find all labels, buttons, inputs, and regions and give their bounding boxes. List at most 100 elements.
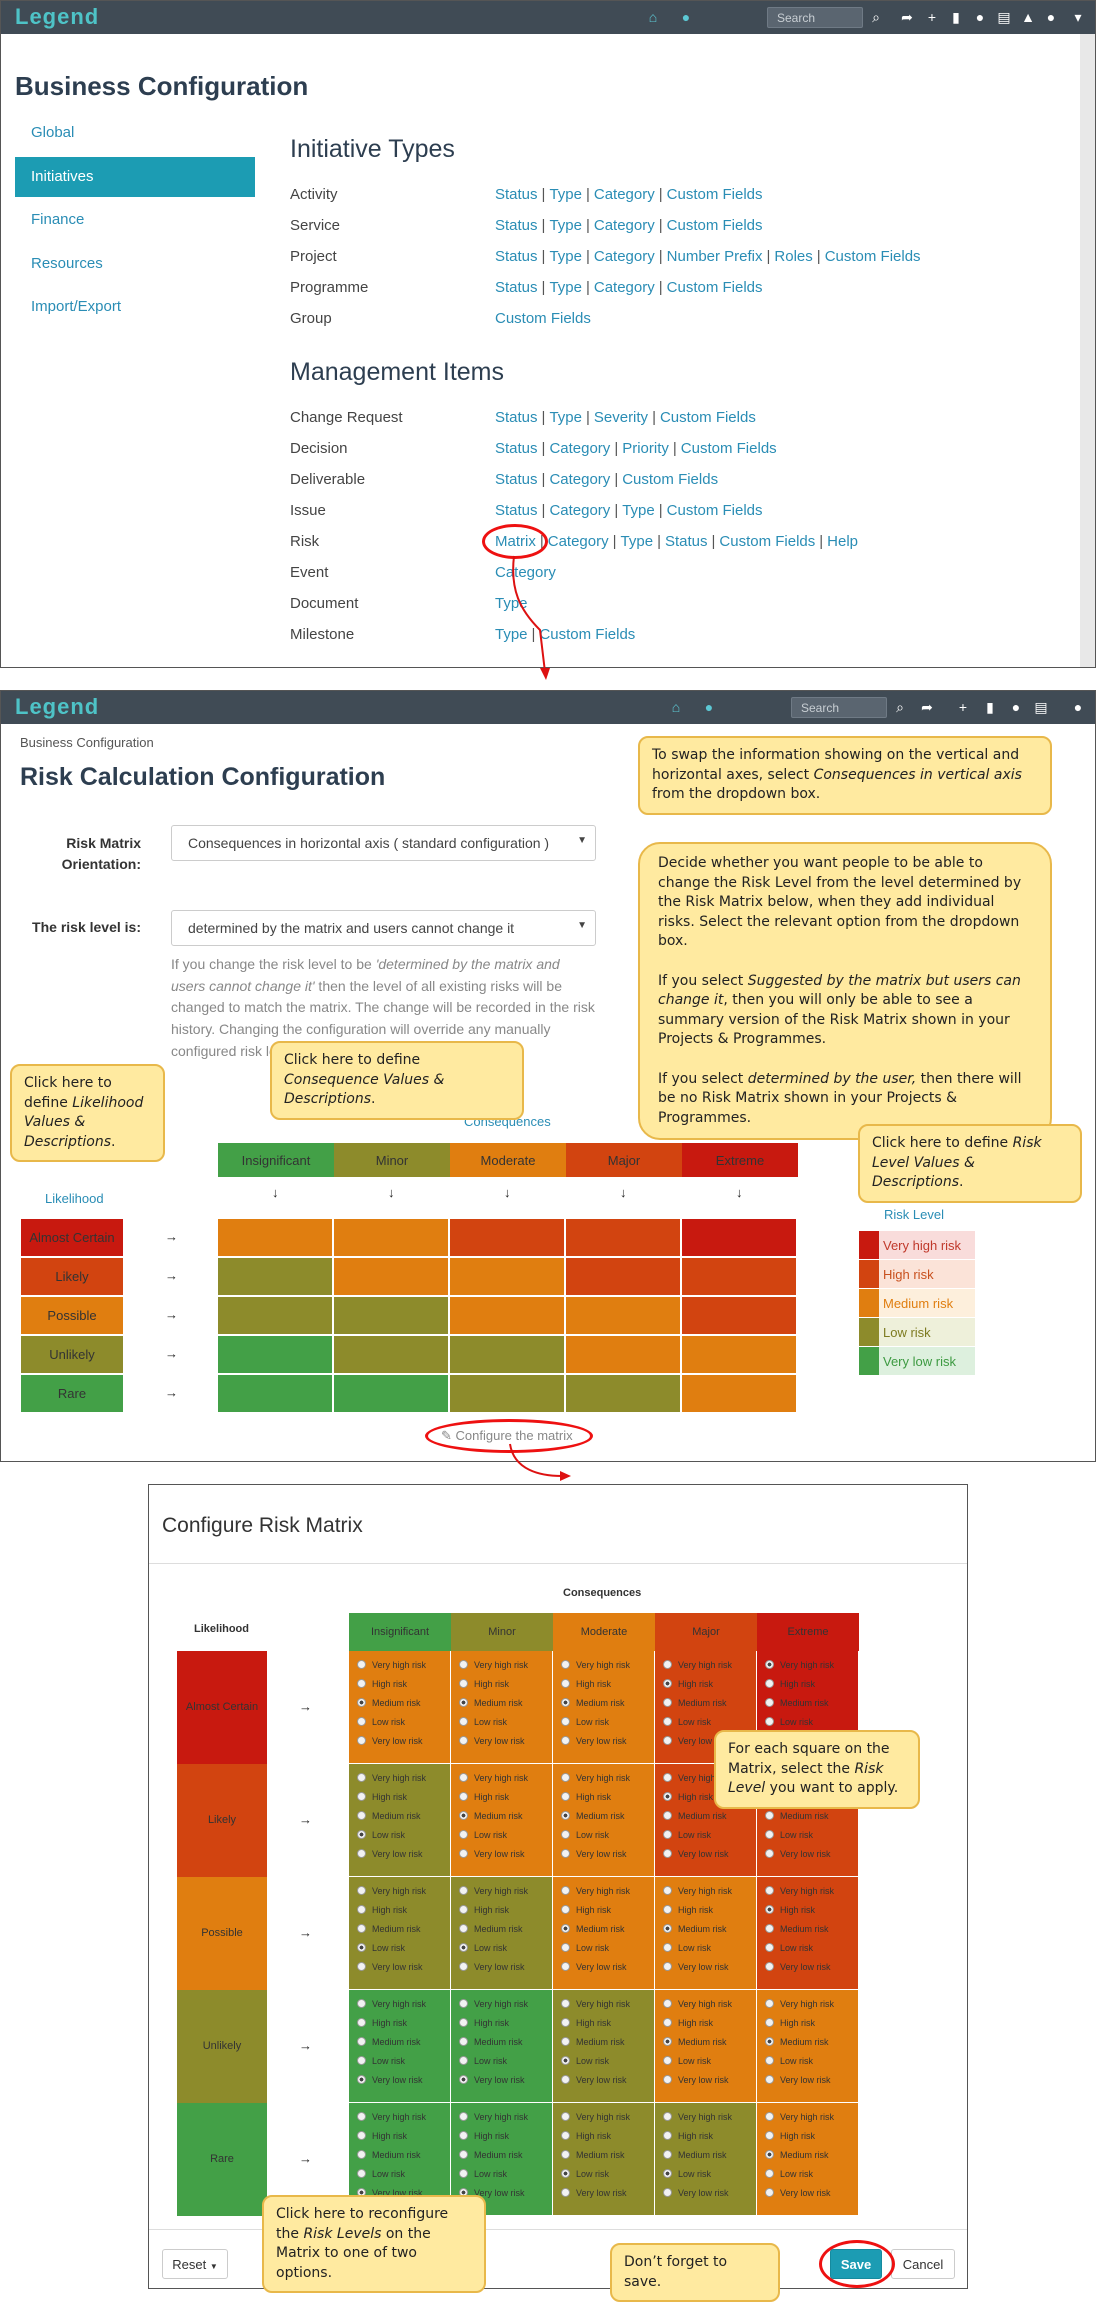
config-link[interactable]: Custom Fields: [622, 471, 719, 488]
radio-button[interactable]: [357, 1660, 366, 1669]
config-link[interactable]: Type: [549, 279, 582, 296]
risk-option-radio[interactable]: Very high risk: [757, 1655, 858, 1674]
chat-icon[interactable]: ●: [975, 9, 985, 25]
risk-option-radio[interactable]: Very low risk: [451, 1731, 552, 1750]
search-input[interactable]: Search: [767, 7, 863, 28]
risk-option-radio[interactable]: Very low risk: [451, 1844, 552, 1863]
radio-button[interactable]: [459, 1811, 468, 1820]
risk-option-radio[interactable]: Low risk: [451, 2051, 552, 2070]
radio-button[interactable]: [561, 1660, 570, 1669]
radio-button[interactable]: [663, 2075, 672, 2084]
risk-option-radio[interactable]: Very high risk: [349, 1655, 450, 1674]
risk-option-radio[interactable]: High risk: [757, 2013, 858, 2032]
radio-button[interactable]: [561, 1924, 570, 1933]
share-icon[interactable]: ➦: [921, 699, 933, 715]
consequence-header[interactable]: Minor: [334, 1143, 450, 1177]
risk-option-radio[interactable]: Very low risk: [553, 2070, 654, 2089]
risk-option-radio[interactable]: Very high risk: [757, 1881, 858, 1900]
radio-button[interactable]: [459, 1660, 468, 1669]
radio-button[interactable]: [561, 2037, 570, 2046]
config-link[interactable]: Type: [620, 533, 654, 550]
risk-option-radio[interactable]: Very high risk: [553, 1994, 654, 2013]
radio-button[interactable]: [765, 2037, 774, 2046]
config-link[interactable]: Status: [664, 533, 708, 550]
legend-logo[interactable]: Legend: [15, 694, 100, 719]
risk-option-radio[interactable]: Very low risk: [757, 2070, 858, 2089]
radio-button[interactable]: [663, 1717, 672, 1726]
radio-button[interactable]: [765, 2150, 774, 2159]
risk-option-radio[interactable]: Medium risk: [655, 1806, 756, 1825]
risk-option-radio[interactable]: High risk: [655, 1674, 756, 1693]
globe-icon[interactable]: ●: [704, 699, 714, 715]
radio-button[interactable]: [357, 1830, 366, 1839]
config-link[interactable]: Custom Fields: [719, 533, 816, 550]
radio-button[interactable]: [765, 1999, 774, 2008]
risk-option-radio[interactable]: High risk: [553, 2013, 654, 2032]
risk-level-item[interactable]: Very high risk: [859, 1231, 975, 1259]
sidebar-item-initiatives[interactable]: Initiatives: [15, 156, 255, 197]
risk-option-radio[interactable]: Very low risk: [553, 2183, 654, 2202]
risk-option-radio[interactable]: Very low risk: [757, 1844, 858, 1863]
risk-option-radio[interactable]: High risk: [451, 2126, 552, 2145]
risk-option-radio[interactable]: Low risk: [349, 2051, 450, 2070]
risk-option-radio[interactable]: High risk: [451, 2013, 552, 2032]
risk-option-radio[interactable]: Low risk: [757, 2164, 858, 2183]
config-link[interactable]: Category: [593, 186, 655, 203]
radio-button[interactable]: [357, 1905, 366, 1914]
radio-button[interactable]: [765, 2188, 774, 2197]
radio-button[interactable]: [357, 1717, 366, 1726]
config-link[interactable]: Category: [547, 533, 609, 550]
risk-option-radio[interactable]: High risk: [757, 1900, 858, 1919]
radio-button[interactable]: [663, 1849, 672, 1858]
radio-button[interactable]: [357, 1886, 366, 1895]
risk-option-radio[interactable]: Medium risk: [553, 2032, 654, 2051]
radio-button[interactable]: [459, 2037, 468, 2046]
likelihood-header[interactable]: Possible: [21, 1297, 123, 1334]
radio-button[interactable]: [663, 2150, 672, 2159]
risk-option-radio[interactable]: Very low risk: [451, 2070, 552, 2089]
risk-option-radio[interactable]: High risk: [349, 2126, 450, 2145]
radio-button[interactable]: [561, 1905, 570, 1914]
risk-option-radio[interactable]: Very high risk: [757, 2107, 858, 2126]
config-link[interactable]: Type: [622, 502, 655, 519]
risk-option-radio[interactable]: Medium risk: [349, 1693, 450, 1712]
risk-option-radio[interactable]: Medium risk: [553, 1806, 654, 1825]
config-link[interactable]: Priority: [622, 440, 669, 457]
radio-button[interactable]: [357, 1962, 366, 1971]
risk-option-radio[interactable]: Medium risk: [757, 1919, 858, 1938]
risk-option-radio[interactable]: Low risk: [655, 1825, 756, 1844]
risk-option-radio[interactable]: High risk: [757, 1674, 858, 1693]
radio-button[interactable]: [765, 1849, 774, 1858]
risk-option-radio[interactable]: Low risk: [553, 1825, 654, 1844]
plus-icon[interactable]: +: [927, 9, 937, 25]
risk-option-radio[interactable]: Very high risk: [655, 1881, 756, 1900]
config-link[interactable]: Custom Fields: [680, 440, 777, 457]
risk-option-radio[interactable]: High risk: [655, 2126, 756, 2145]
config-link[interactable]: Custom Fields: [824, 248, 921, 265]
risk-option-radio[interactable]: Very high risk: [553, 2107, 654, 2126]
risk-option-radio[interactable]: Low risk: [349, 1825, 450, 1844]
config-link[interactable]: Custom Fields: [666, 279, 763, 296]
sidebar-item-global[interactable]: Global: [31, 124, 75, 141]
reset-button[interactable]: Reset ▼: [162, 2249, 228, 2279]
radio-button[interactable]: [765, 2056, 774, 2065]
radio-button[interactable]: [357, 2075, 366, 2084]
radio-button[interactable]: [663, 1905, 672, 1914]
config-link[interactable]: Status: [495, 440, 538, 457]
radio-button[interactable]: [357, 2056, 366, 2065]
risk-option-radio[interactable]: Very high risk: [451, 1768, 552, 1787]
cancel-button[interactable]: Cancel: [891, 2249, 955, 2279]
risk-option-radio[interactable]: Very high risk: [553, 1655, 654, 1674]
radio-button[interactable]: [459, 1792, 468, 1801]
risk-option-radio[interactable]: Very high risk: [553, 1768, 654, 1787]
risk-option-radio[interactable]: Medium risk: [553, 2145, 654, 2164]
config-link[interactable]: Severity: [593, 409, 649, 426]
risk-option-radio[interactable]: High risk: [451, 1900, 552, 1919]
user-icon[interactable]: ●: [1073, 699, 1083, 715]
config-link[interactable]: Status: [495, 186, 538, 203]
risk-level-heading[interactable]: Risk Level: [884, 1207, 944, 1222]
risk-option-radio[interactable]: Medium risk: [451, 2032, 552, 2051]
risk-option-radio[interactable]: Medium risk: [553, 1919, 654, 1938]
radio-button[interactable]: [459, 1886, 468, 1895]
consequence-header[interactable]: Moderate: [450, 1143, 566, 1177]
